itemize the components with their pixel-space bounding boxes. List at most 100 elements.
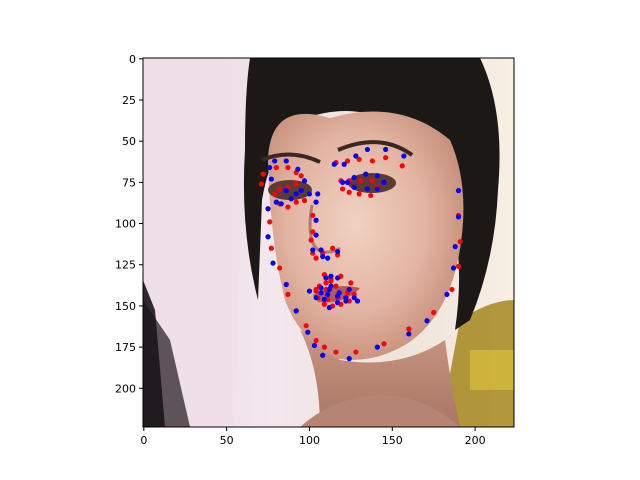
red-landmark-point [273, 164, 279, 171]
blue-landmark-point [364, 146, 371, 153]
red-landmark-point [321, 301, 327, 307]
red-landmark-point [369, 158, 375, 164]
red-landmark-point [313, 255, 319, 261]
red-landmark-point [356, 156, 362, 162]
red-landmark-point [449, 286, 455, 293]
blue-landmark-point [320, 352, 326, 358]
y-tick-label: 50 [122, 135, 136, 148]
blue-landmark-point [328, 273, 334, 279]
blue-landmark-point [351, 174, 357, 181]
red-landmark-point [321, 344, 327, 350]
blue-landmark-point [374, 186, 380, 192]
blue-landmark-point [406, 331, 412, 337]
blue-landmark-point [331, 161, 337, 167]
red-landmark-point [353, 349, 359, 355]
blue-landmark-point [270, 260, 276, 266]
blue-landmark-point [273, 199, 279, 205]
red-landmark-point [277, 265, 283, 271]
blue-landmark-point [321, 296, 327, 302]
blue-landmark-point [351, 295, 357, 301]
x-tick-label: 0 [140, 434, 147, 447]
red-landmark-point [368, 192, 374, 199]
blue-landmark-point [278, 201, 284, 207]
red-landmark-point [267, 219, 273, 225]
y-tick-label: 175 [115, 341, 136, 354]
red-landmark-point [455, 263, 462, 269]
red-landmark-point [285, 164, 291, 171]
blue-landmark-point [320, 253, 326, 260]
blue-landmark-point [401, 153, 407, 159]
axis-ticks: 0 50 100 150 200 0 25 50 75 100 125 150 175 200 [115, 53, 486, 447]
blue-landmark-point [313, 232, 319, 238]
blue-landmark-point [267, 164, 273, 171]
blue-landmark-point [354, 298, 361, 304]
landmark-points [258, 146, 463, 362]
red-landmark-point [310, 212, 316, 218]
blue-landmark-point [444, 291, 450, 297]
blue-landmark-point [310, 247, 316, 253]
red-landmark-point [346, 189, 352, 195]
y-tick-label: 100 [115, 218, 136, 231]
red-landmark-point [258, 181, 265, 187]
blue-landmark-point [313, 295, 319, 301]
blue-landmark-point [381, 179, 387, 185]
blue-landmark-point [344, 179, 351, 185]
red-landmark-point [285, 204, 291, 210]
blue-landmark-point [293, 191, 299, 197]
blue-landmark-point [424, 318, 430, 324]
blue-landmark-point [336, 290, 342, 296]
blue-landmark-point [383, 146, 389, 153]
red-landmark-point [333, 283, 339, 289]
red-landmark-point [268, 245, 274, 251]
blue-landmark-point [343, 295, 349, 301]
red-landmark-point [308, 237, 314, 243]
y-tick-label: 125 [115, 259, 136, 272]
blue-landmark-point [313, 217, 319, 223]
red-landmark-point [356, 191, 362, 197]
blue-landmark-point [311, 342, 318, 349]
blue-landmark-point [283, 281, 289, 288]
blue-landmark-point [288, 196, 294, 202]
blue-landmark-point [265, 206, 271, 212]
red-landmark-point [298, 173, 304, 179]
red-landmark-point [431, 309, 437, 316]
red-landmark-point [358, 178, 364, 184]
blue-landmark-point [452, 244, 458, 250]
red-landmark-point [457, 239, 463, 245]
y-tick-label: 0 [129, 53, 136, 66]
x-tick-label: 50 [220, 434, 234, 447]
blue-landmark-point [364, 186, 371, 192]
red-landmark-point [339, 186, 346, 192]
blue-landmark-point [346, 286, 352, 293]
red-landmark-point [301, 197, 308, 204]
blue-landmark-point [313, 199, 319, 205]
red-landmark-point [323, 280, 329, 286]
red-landmark-point [399, 163, 405, 169]
blue-landmark-point [283, 158, 289, 164]
red-landmark-point [330, 245, 336, 251]
blue-landmark-point [265, 234, 271, 240]
blue-landmark-point [306, 288, 313, 294]
y-tick-label: 200 [115, 382, 136, 395]
blue-landmark-point [272, 158, 278, 164]
blue-landmark-point [335, 248, 341, 255]
blue-landmark-point [305, 329, 311, 335]
x-tick-label: 150 [382, 434, 403, 447]
blue-landmark-point [268, 176, 274, 182]
blue-landmark-point [315, 191, 321, 197]
blue-landmark-point [339, 179, 346, 185]
blue-landmark-point [341, 161, 347, 167]
blue-landmark-point [351, 184, 357, 190]
blue-landmark-point [326, 304, 332, 311]
blue-landmark-point [455, 188, 462, 194]
blue-landmark-point [335, 275, 341, 281]
red-landmark-point [293, 199, 299, 205]
blue-landmark-point [293, 308, 299, 314]
red-landmark-point [272, 191, 278, 197]
blue-landmark-point [306, 191, 313, 197]
blue-landmark-point [374, 173, 380, 179]
blue-landmark-point [283, 188, 289, 194]
blue-landmark-point [298, 188, 304, 194]
blue-landmark-point [318, 285, 324, 291]
